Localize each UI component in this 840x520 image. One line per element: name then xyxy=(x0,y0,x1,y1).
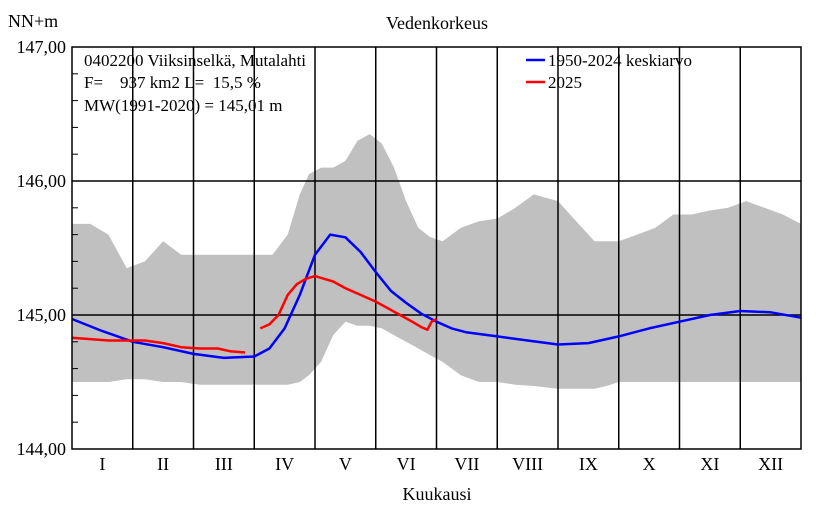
legend-label-2025: 2025 xyxy=(548,73,582,92)
station-name: 0402200 Viiksinselkä, Mutalahti xyxy=(84,51,306,70)
y-tick-label: 146,00 xyxy=(17,171,67,191)
y-tick-label: 145,00 xyxy=(17,305,67,325)
x-tick-label: I xyxy=(99,454,105,474)
x-tick-label: XI xyxy=(700,454,719,474)
x-tick-label: XII xyxy=(758,454,783,474)
x-tick-label: IV xyxy=(275,454,294,474)
x-tick-label: X xyxy=(643,454,656,474)
grid-layer xyxy=(72,47,801,449)
series-line xyxy=(71,336,246,354)
x-tick-label: VI xyxy=(397,454,416,474)
x-tick-label: VIII xyxy=(512,454,543,474)
x-axis-label: Kuukausi xyxy=(403,484,472,504)
catchment-info: F= 937 km2 L= 15,5 % xyxy=(84,73,261,92)
x-tick-label: II xyxy=(157,454,169,474)
series-line xyxy=(71,233,802,360)
x-tick-label: IX xyxy=(579,454,598,474)
y-tick-labels: 144,00 145,00 146,00 147,00 xyxy=(17,37,67,459)
legend: 1950-2024 keskiarvo 2025 xyxy=(526,51,692,92)
y-tick-label: 144,00 xyxy=(17,439,67,459)
x-tick-label: V xyxy=(339,454,352,474)
y-axis-label: NN+m xyxy=(8,11,58,31)
legend-label-mean: 1950-2024 keskiarvo xyxy=(548,51,692,70)
x-tick-labels: I II III IV V VI VII VIII IX X XI XII xyxy=(99,454,783,474)
plot-frame xyxy=(71,46,802,450)
series-line xyxy=(259,274,438,331)
x-tick-label: VII xyxy=(454,454,479,474)
series-layer xyxy=(71,233,802,360)
info-box: 0402200 Viiksinselkä, Mutalahti F= 937 k… xyxy=(84,51,306,115)
x-tick-label: III xyxy=(215,454,233,474)
y-tick-label: 147,00 xyxy=(17,37,67,57)
chart-title: Vedenkorkeus xyxy=(386,13,488,33)
mean-level-info: MW(1991-2020) = 145,01 m xyxy=(84,96,282,115)
